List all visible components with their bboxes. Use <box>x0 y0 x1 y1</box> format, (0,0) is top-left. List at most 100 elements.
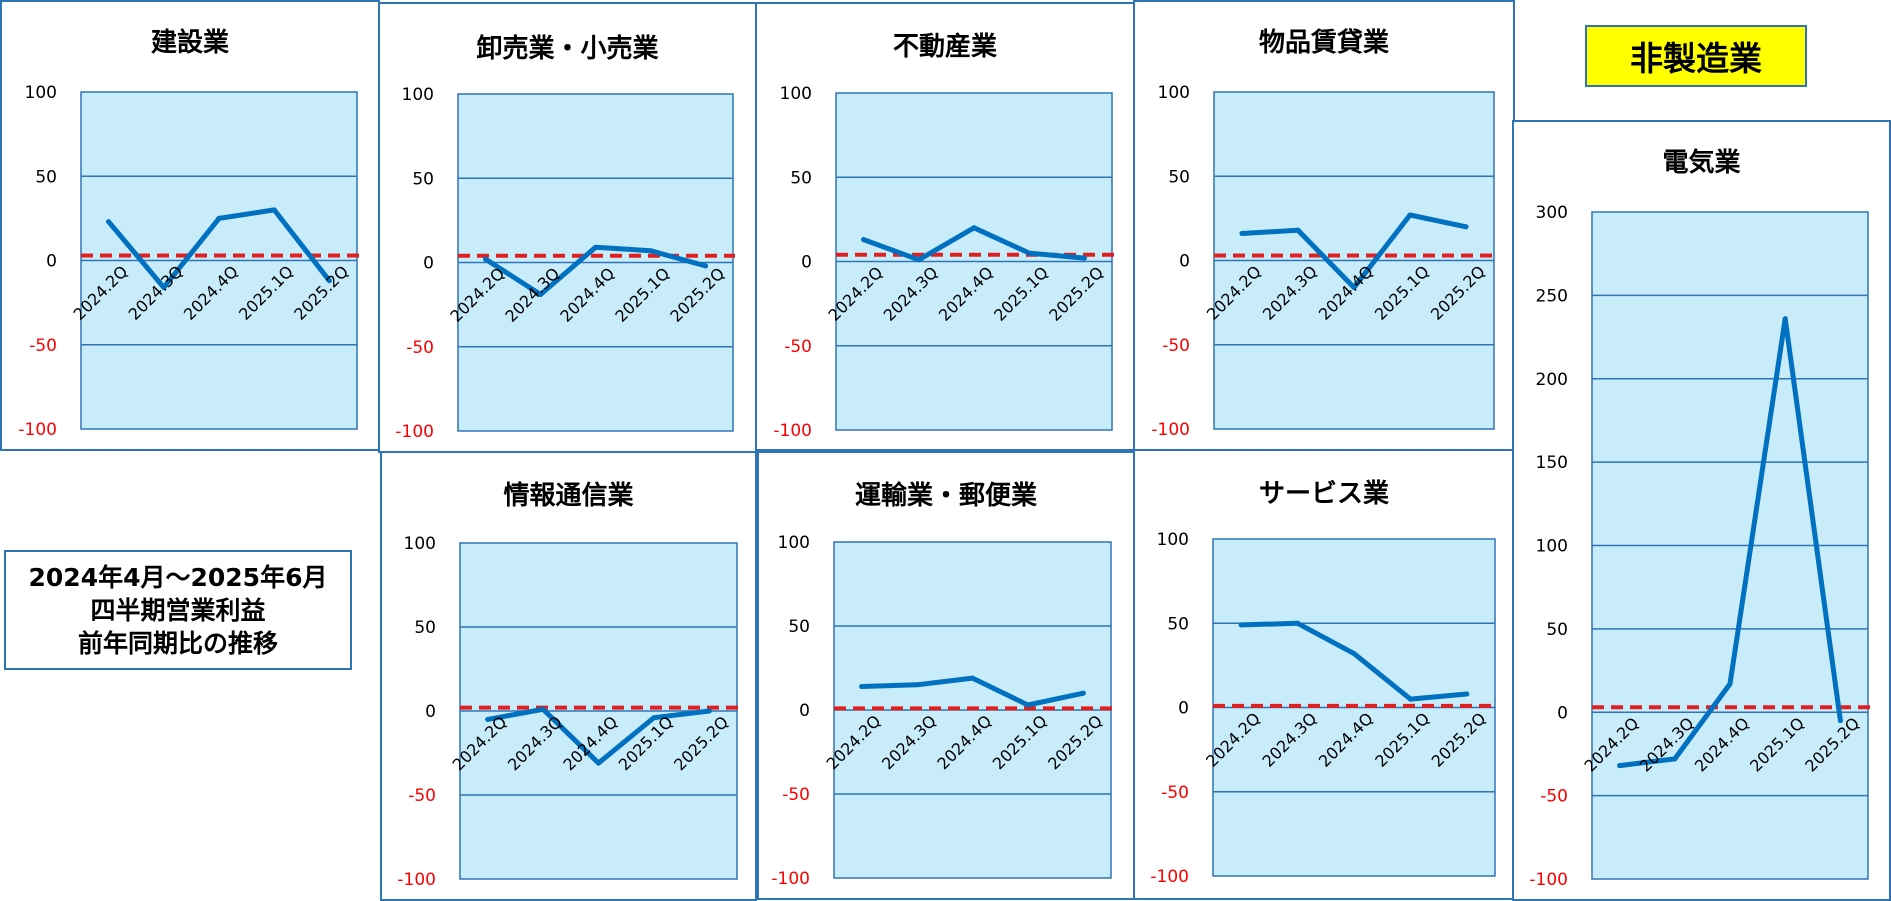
y-tick-label: 150 <box>1536 453 1568 473</box>
chart-svg: 100500-50-1002024.2Q2024.3Q2024.4Q2025.1… <box>1150 530 1497 887</box>
y-tick-label: -50 <box>1162 336 1190 356</box>
y-tick-label: 50 <box>412 169 434 189</box>
y-tick-label: 50 <box>1546 620 1568 640</box>
data-point <box>593 244 598 250</box>
y-tick-label: 0 <box>1179 252 1190 272</box>
chart-panel-construction: 建設業 100 50 0 -50 -100 2024.2Q 2024.3Q 2024.4Q 202… <box>0 0 380 451</box>
data-point <box>1463 224 1469 230</box>
data-point <box>916 257 922 263</box>
y-tick-label: 50 <box>790 168 812 188</box>
chart-svg: 100500-50-1002024.2Q2024.3Q2024.4Q2025.1… <box>18 83 359 440</box>
data-point <box>970 675 975 681</box>
y-tick-label: -50 <box>782 785 810 805</box>
y-tick-label: 50 <box>788 617 810 637</box>
chart-panel-information-communication: 情報通信業 100 50 0 -50 -100 2024.2Q 2024.3Q 2024.4Q 2… <box>380 451 757 901</box>
y-tick-label: -100 <box>1529 870 1568 890</box>
period-note-line3: 前年同期比の推移 <box>77 628 278 658</box>
data-point <box>1672 756 1678 762</box>
y-tick-label: -100 <box>395 422 434 442</box>
non-manufacturing-badge: 非製造業 <box>1585 25 1807 87</box>
chart-title: 卸売業・小売業 <box>476 34 659 64</box>
y-tick-label: -50 <box>408 786 436 806</box>
chart-panel-wholesale-retail: 卸売業・小売業 100 50 0 -50 -100 2024.2Q 2024.3Q 2024.4… <box>378 2 757 453</box>
chart-panel-services: サービス業 100 50 0 -50 -100 2024.2Q 2024.3Q 2024.4Q 2… <box>1133 449 1515 900</box>
data-point <box>859 683 865 689</box>
data-point <box>326 278 332 284</box>
data-point <box>1351 651 1357 657</box>
y-tick-label: 100 <box>780 84 812 104</box>
y-tick-label: 300 <box>1536 203 1568 223</box>
y-tick-label: 100 <box>1157 530 1189 550</box>
y-tick-label: -100 <box>771 869 810 889</box>
y-tick-label: 50 <box>1167 614 1189 634</box>
chart-title: 運輸業・郵便業 <box>854 481 1037 511</box>
y-tick-label: 0 <box>425 702 436 722</box>
chart-panel-goods-rental: 物品賃貸業 100 50 0 -50 -100 2024.2Q 2024.3Q 2024.4Q 2… <box>1133 0 1515 451</box>
data-point <box>861 237 867 243</box>
y-tick-label: 0 <box>799 701 810 721</box>
y-tick-label: 100 <box>1536 537 1568 557</box>
data-point <box>648 248 653 254</box>
chart-svg: 100500-50-1002024.2Q2024.3Q2024.4Q2025.1… <box>773 84 1114 441</box>
y-tick-label: 100 <box>778 533 810 553</box>
data-point <box>1727 681 1733 687</box>
data-point <box>216 215 222 221</box>
y-tick-label: -50 <box>1540 787 1568 807</box>
data-point <box>483 256 488 262</box>
data-point <box>540 706 546 712</box>
chart-svg: 100500-50-1002024.2Q2024.3Q2024.4Q2025.1… <box>1151 83 1496 440</box>
y-tick-label: 100 <box>404 534 436 554</box>
chart-title: 情報通信業 <box>503 481 634 511</box>
chart-title: 建設業 <box>150 28 229 58</box>
data-point <box>1295 227 1301 233</box>
period-note-line1: 2024年4月～2025年6月 <box>28 562 328 592</box>
period-note: 2024年4月～2025年6月 四半期営業利益 前年同期比の推移 <box>4 550 352 670</box>
chart-svg: 300250200150100500-50-1002024.2Q2024.3Q2… <box>1529 203 1870 890</box>
y-tick-label: -100 <box>1151 420 1190 440</box>
y-tick-label: 200 <box>1536 370 1568 390</box>
chart-svg: 100500-50-1002024.2Q2024.3Q2024.4Q2025.1… <box>771 533 1113 889</box>
y-tick-label: -100 <box>1150 867 1189 887</box>
y-tick-label: -50 <box>1161 783 1189 803</box>
chart-svg: 100500-50-1002024.2Q2024.3Q2024.4Q2025.1… <box>397 534 739 890</box>
period-note-line2: 四半期営業利益 <box>90 595 266 625</box>
chart-svg: 100500-50-1002024.2Q2024.3Q2024.4Q2025.1… <box>395 85 735 442</box>
data-point <box>1837 718 1843 724</box>
data-point <box>271 207 277 213</box>
data-point <box>485 716 491 722</box>
y-tick-label: 250 <box>1536 286 1568 306</box>
y-tick-label: -100 <box>773 421 812 441</box>
y-tick-label: -50 <box>784 337 812 357</box>
data-point <box>1782 316 1788 322</box>
chart-title: 物品賃貸業 <box>1258 28 1389 58</box>
data-point <box>1351 284 1357 290</box>
y-tick-label: 50 <box>35 167 57 187</box>
data-point <box>1295 620 1301 626</box>
y-tick-label: 100 <box>402 85 434 105</box>
data-point <box>706 708 712 714</box>
data-point <box>914 682 920 688</box>
data-point <box>1617 763 1623 769</box>
data-point <box>1407 696 1413 702</box>
data-point <box>1464 691 1470 697</box>
y-tick-label: 0 <box>1178 699 1189 719</box>
data-point <box>1239 231 1245 237</box>
data-point <box>161 284 167 290</box>
chart-title: 不動産業 <box>892 32 997 62</box>
data-point <box>971 225 977 231</box>
data-point <box>1407 212 1413 218</box>
y-tick-label: 100 <box>25 83 57 103</box>
y-tick-label: 100 <box>1158 83 1190 103</box>
data-point <box>1080 690 1086 696</box>
y-tick-label: -100 <box>397 870 436 890</box>
y-tick-label: -50 <box>29 336 57 356</box>
data-point <box>651 715 657 721</box>
data-point <box>1081 255 1087 261</box>
chart-panel-electricity: 電気業 300 250 200 150 100 50 0 -50 -100 2024.2Q 2024.… <box>1512 120 1891 901</box>
y-tick-label: 0 <box>46 252 57 272</box>
data-point <box>538 292 543 298</box>
chart-panel-real-estate: 不動産業 100 50 0 -50 -100 2024.2Q 2024.3Q 2024.4Q 20… <box>755 2 1135 451</box>
chart-title: 電気業 <box>1662 148 1741 178</box>
y-tick-label: 50 <box>414 618 436 638</box>
y-tick-label: 0 <box>801 253 812 273</box>
